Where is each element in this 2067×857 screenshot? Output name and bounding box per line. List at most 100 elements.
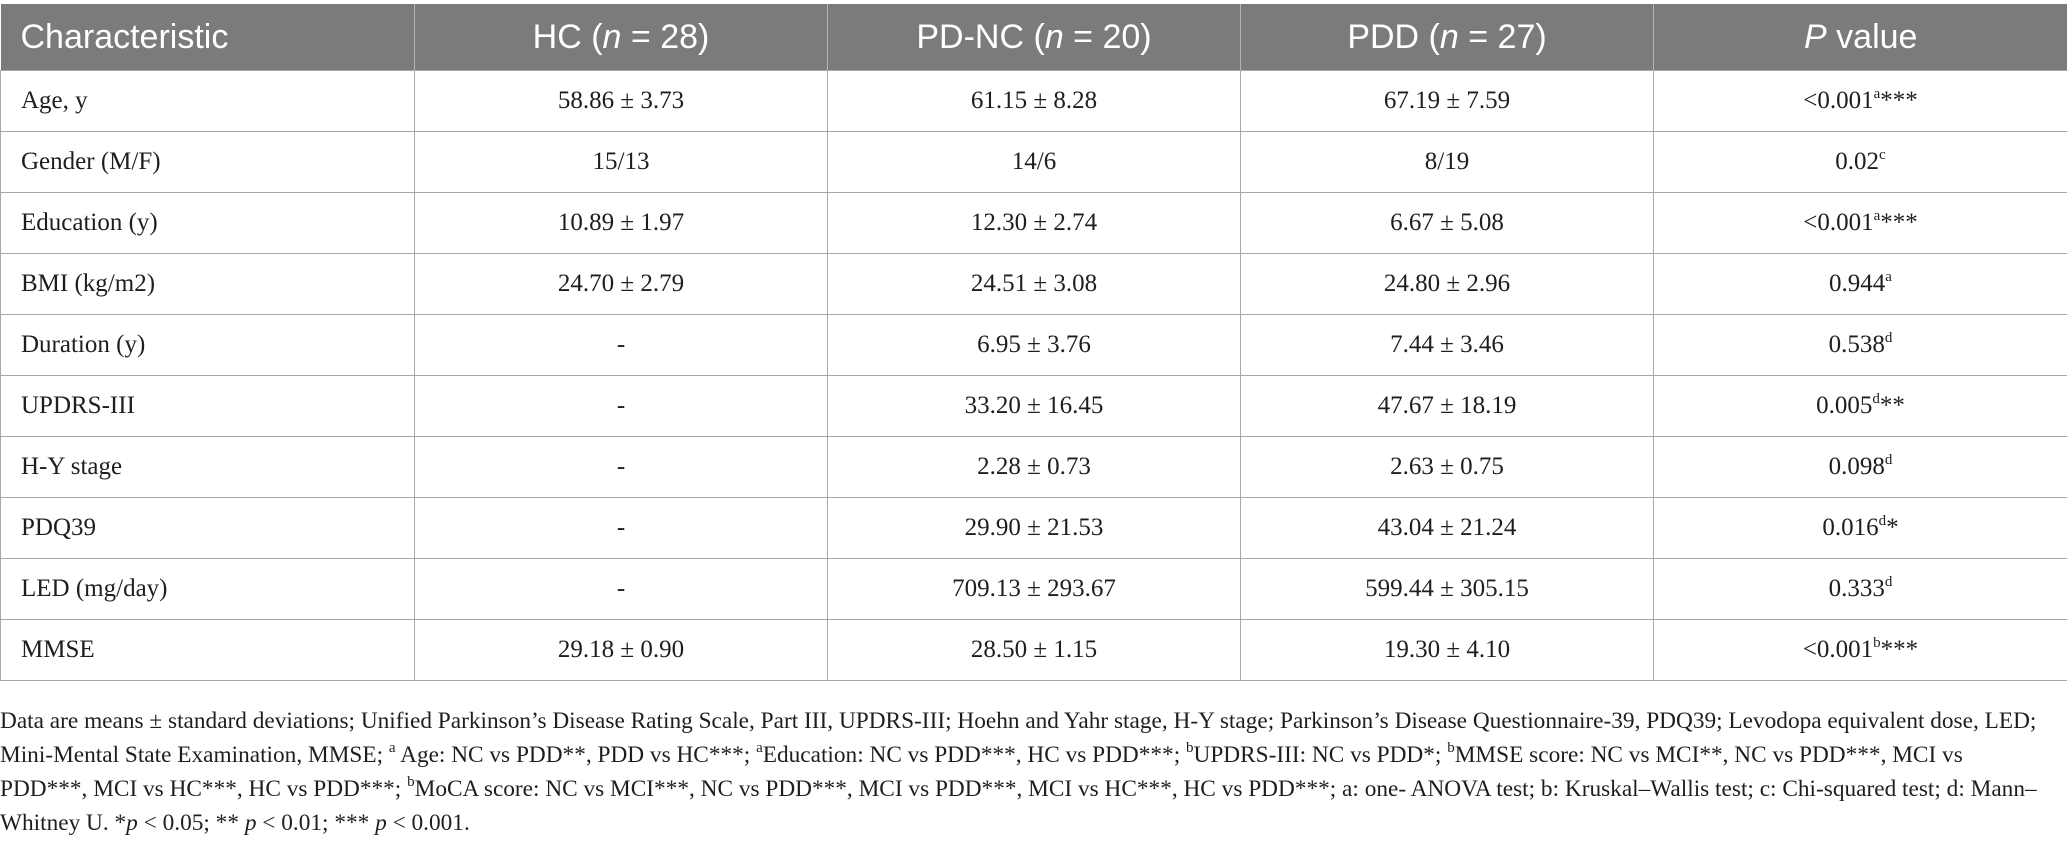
cell-pdd: 2.63 ± 0.75	[1240, 436, 1654, 498]
column-header: PD-NC (n = 20)	[827, 4, 1241, 71]
cell-hc: -	[414, 314, 828, 376]
footnote-superscript: b	[1447, 740, 1455, 756]
p-significance: ***	[1880, 636, 1919, 663]
footnote-italic: p	[375, 810, 387, 836]
header-text: HC (	[532, 17, 603, 56]
footnote-text: Data are means ± standard deviations; Un…	[0, 708, 2037, 768]
cell-p-value: 0.005d**	[1653, 375, 2067, 437]
p-value: <0.001	[1803, 209, 1874, 236]
table-row: BMI (kg/m2) 24.70 ± 2.79 24.51 ± 3.08 24.80…	[0, 253, 2067, 315]
cell-p-value: <0.001a***	[1653, 192, 2067, 254]
cell-hc: 29.18 ± 0.90	[414, 619, 828, 681]
p-test-marker: a	[1873, 208, 1881, 224]
column-header: Characteristic	[0, 4, 415, 71]
footnote-superscript: a	[756, 740, 763, 756]
row-label: LED (mg/day)	[0, 558, 415, 620]
row-label: Duration (y)	[0, 314, 415, 376]
header-rest: value	[1826, 17, 1918, 56]
p-test-marker: d	[1884, 330, 1893, 346]
column-header: P value	[1653, 4, 2067, 71]
footnote-text: MoCA score: NC vs MCI***, NC vs PDD***, …	[0, 776, 2037, 836]
cell-pd-nc: 61.15 ± 8.28	[827, 70, 1241, 132]
cell-pd-nc: 12.30 ± 2.74	[827, 192, 1241, 254]
table-row: Education (y) 10.89 ± 1.97 12.30 ± 2.74 6.6…	[0, 192, 2067, 254]
cell-pdd: 599.44 ± 305.15	[1240, 558, 1654, 620]
cell-pd-nc: 14/6	[827, 131, 1241, 193]
p-value: 0.098	[1828, 453, 1885, 480]
cell-pd-nc: 6.95 ± 3.76	[827, 314, 1241, 376]
footnote-text: < 0.001.	[386, 810, 470, 836]
p-value: 0.005	[1816, 392, 1873, 419]
p-test-marker: c	[1879, 147, 1886, 163]
cell-pd-nc: 24.51 ± 3.08	[827, 253, 1241, 315]
footnote-text: Age: NC vs PDD**, PDD vs HC***;	[395, 742, 757, 768]
p-significance: *	[1886, 514, 1899, 541]
footnote-superscript: b	[407, 774, 415, 790]
footnote-italic: p	[244, 810, 257, 836]
cell-p-value: <0.001a***	[1653, 70, 2067, 132]
header-text: Characteristic	[20, 17, 229, 56]
cell-pdd: 24.80 ± 2.96	[1240, 253, 1654, 315]
cell-pdd: 6.67 ± 5.08	[1240, 192, 1654, 254]
cell-pd-nc: 2.28 ± 0.73	[827, 436, 1241, 498]
table-row: H-Y stage -2.28 ± 0.73 2.63 ± 0.75 0.098d	[0, 436, 2067, 498]
p-test-marker: b	[1873, 635, 1881, 651]
cell-pd-nc: 709.13 ± 293.67	[827, 558, 1241, 620]
p-value: 0.333	[1828, 575, 1885, 602]
row-label: H-Y stage	[0, 436, 415, 498]
table-row: Age, y 58.86 ± 3.73 61.15 ± 8.28 67.19 ± 7.…	[0, 70, 2067, 132]
p-significance: ***	[1880, 209, 1918, 236]
footnote-italic: p	[126, 810, 138, 836]
cell-pdd: 43.04 ± 21.24	[1240, 497, 1654, 559]
cell-p-value: <0.001b***	[1653, 619, 2067, 681]
header-text: PDD (	[1347, 17, 1440, 56]
cell-pdd: 19.30 ± 4.10	[1240, 619, 1654, 681]
table-body: Age, y 58.86 ± 3.73 61.15 ± 8.28 67.19 ± 7.…	[0, 70, 2067, 681]
cell-hc: 58.86 ± 3.73	[414, 70, 828, 132]
cell-hc: 15/13	[414, 131, 828, 193]
footnote-text: < 0.05; **	[137, 810, 245, 836]
cell-pd-nc: 29.90 ± 21.53	[827, 497, 1241, 559]
header-italic: n	[1044, 17, 1064, 56]
row-label: PDQ39	[0, 497, 415, 559]
footnote-text: UPDRS-III: NC vs PDD*;	[1193, 742, 1448, 768]
p-value: 0.944	[1829, 270, 1886, 297]
p-value: 0.016	[1822, 514, 1879, 541]
column-header: HC (n = 28)	[414, 4, 828, 71]
cell-pdd: 47.67 ± 18.19	[1240, 375, 1654, 437]
p-significance: ***	[1880, 87, 1918, 114]
cell-hc: -	[414, 497, 828, 559]
cell-hc: -	[414, 436, 828, 498]
cell-p-value: 0.538d	[1653, 314, 2067, 376]
characteristics-table: Characteristic HC (n = 28) PD-NC (n = 20) P…	[0, 4, 2067, 681]
cell-pdd: 7.44 ± 3.46	[1240, 314, 1654, 376]
p-value: <0.001	[1803, 87, 1874, 114]
row-label: UPDRS-III	[0, 375, 415, 437]
table-row: LED (mg/day) -709.13 ± 293.67 599.44 ± 305…	[0, 558, 2067, 620]
column-header: PDD (n = 27)	[1240, 4, 1654, 71]
footnote-text: < 0.01; ***	[256, 810, 376, 836]
row-label: Gender (M/F)	[0, 131, 415, 193]
p-significance: **	[1879, 392, 1905, 419]
cell-hc: -	[414, 558, 828, 620]
footnote-text: Education: NC vs PDD***, HC vs PDD***;	[762, 742, 1186, 768]
table-row: Duration (y) -6.95 ± 3.76 7.44 ± 3.46 0.538…	[0, 314, 2067, 376]
cell-pd-nc: 33.20 ± 16.45	[827, 375, 1241, 437]
header-italic: P	[1804, 17, 1827, 56]
table-row: UPDRS-III -33.20 ± 16.45 47.67 ± 18.19 0.00…	[0, 375, 2067, 437]
cell-p-value: 0.016d*	[1653, 497, 2067, 559]
cell-hc: 24.70 ± 2.79	[414, 253, 828, 315]
cell-pdd: 67.19 ± 7.59	[1240, 70, 1654, 132]
cell-p-value: 0.098d	[1653, 436, 2067, 498]
header-rest: = 28)	[621, 17, 710, 56]
cell-p-value: 0.02c	[1653, 131, 2067, 193]
header-italic: n	[602, 17, 622, 56]
footnote-superscript: b	[1186, 740, 1194, 756]
row-label: Age, y	[0, 70, 415, 132]
table-row: MMSE 29.18 ± 0.90 28.50 ± 1.15 19.30 ± 4.10…	[0, 619, 2067, 681]
p-value: <0.001	[1802, 636, 1874, 663]
cell-p-value: 0.944a	[1653, 253, 2067, 315]
table-row: Gender (M/F) 15/13 14/6 8/19 0.02c	[0, 131, 2067, 193]
header-row: Characteristic HC (n = 28) PD-NC (n = 20) P…	[0, 4, 2067, 71]
table-row: PDQ39-29.90 ± 21.53 43.04 ± 21.24 0.016d*	[0, 497, 2067, 559]
